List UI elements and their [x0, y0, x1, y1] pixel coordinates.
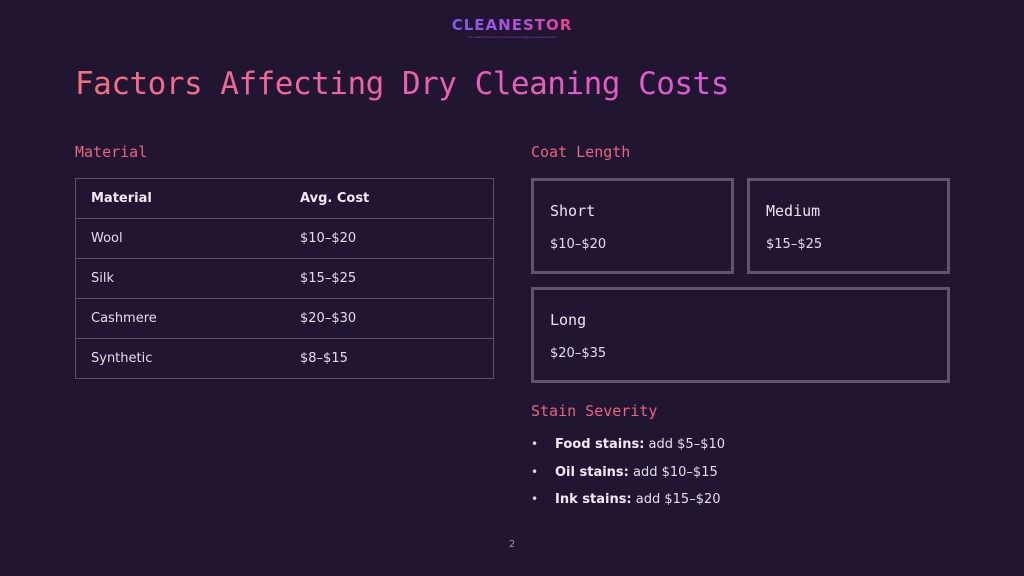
- table-cell-material: Cashmere: [75, 298, 285, 339]
- coat-length-card-long: Long $20–$35: [531, 287, 950, 383]
- coat-length-heading: Coat Length: [531, 143, 631, 161]
- stain-label: Oil stains:: [555, 464, 629, 480]
- stain-label: Ink stains:: [555, 492, 632, 507]
- slide-title: Factors Affecting Dry Cleaning Costs: [75, 66, 729, 102]
- stain-surcharge: add $15–$20: [631, 492, 721, 507]
- material-heading: Material: [75, 143, 148, 161]
- stain-severity-heading: Stain Severity: [531, 402, 658, 420]
- card-price: $15–$25: [766, 237, 823, 252]
- table-cell-cost: $10–$20: [285, 218, 494, 259]
- stain-severity-list: • Food stains: add $5–$10 • Oil stains: ad…: [531, 434, 725, 517]
- stain-surcharge: add $10–$15: [628, 464, 718, 480]
- coat-length-card-short: Short $10–$20: [531, 178, 734, 274]
- card-title: Medium: [766, 202, 821, 220]
- table-cell-cost: $15–$25: [285, 258, 494, 299]
- logo-wordmark: CLEANESTOR: [451, 16, 573, 34]
- table-row: Synthetic $8–$15: [75, 338, 494, 379]
- card-price: $10–$20: [550, 237, 607, 252]
- table-header-row: Material Avg. Cost: [75, 178, 494, 219]
- bullet-icon: •: [531, 437, 539, 451]
- table-row: Wool $10–$20: [75, 218, 494, 259]
- table-cell-cost: $8–$15: [285, 338, 494, 379]
- table-cell-material: Silk: [75, 258, 285, 299]
- bullet-icon: •: [531, 464, 539, 479]
- list-item: • Ink stains: add $15–$20: [531, 489, 725, 517]
- table-cell-cost: $20–$30: [285, 298, 494, 339]
- column-header-avg-cost: Avg. Cost: [285, 178, 494, 219]
- coat-length-card-medium: Medium $15–$25: [747, 178, 950, 274]
- table-cell-material: Wool: [75, 218, 285, 259]
- stain-label: Food stains:: [555, 437, 645, 452]
- list-item: • Food stains: add $5–$10: [531, 434, 725, 462]
- list-item: • Oil stains: add $10–$15: [531, 462, 725, 490]
- material-cost-table: Material Avg. Cost Wool $10–$20 Silk $15…: [75, 178, 494, 379]
- card-title: Short: [550, 202, 596, 220]
- stain-surcharge: add $5–$10: [644, 437, 726, 452]
- table-row: Cashmere $20–$30: [75, 298, 494, 339]
- page-number: 2: [508, 539, 516, 550]
- card-title: Long: [550, 311, 587, 329]
- column-header-material: Material: [75, 178, 285, 219]
- brand-logo: CLEANESTOR The Leading Choice for all th…: [0, 16, 1024, 40]
- table-cell-material: Synthetic: [75, 338, 285, 379]
- logo-tagline: The Leading Choice for all the best and …: [467, 35, 557, 39]
- bullet-icon: •: [531, 492, 539, 506]
- table-row: Silk $15–$25: [75, 258, 494, 299]
- card-price: $20–$35: [550, 346, 607, 361]
